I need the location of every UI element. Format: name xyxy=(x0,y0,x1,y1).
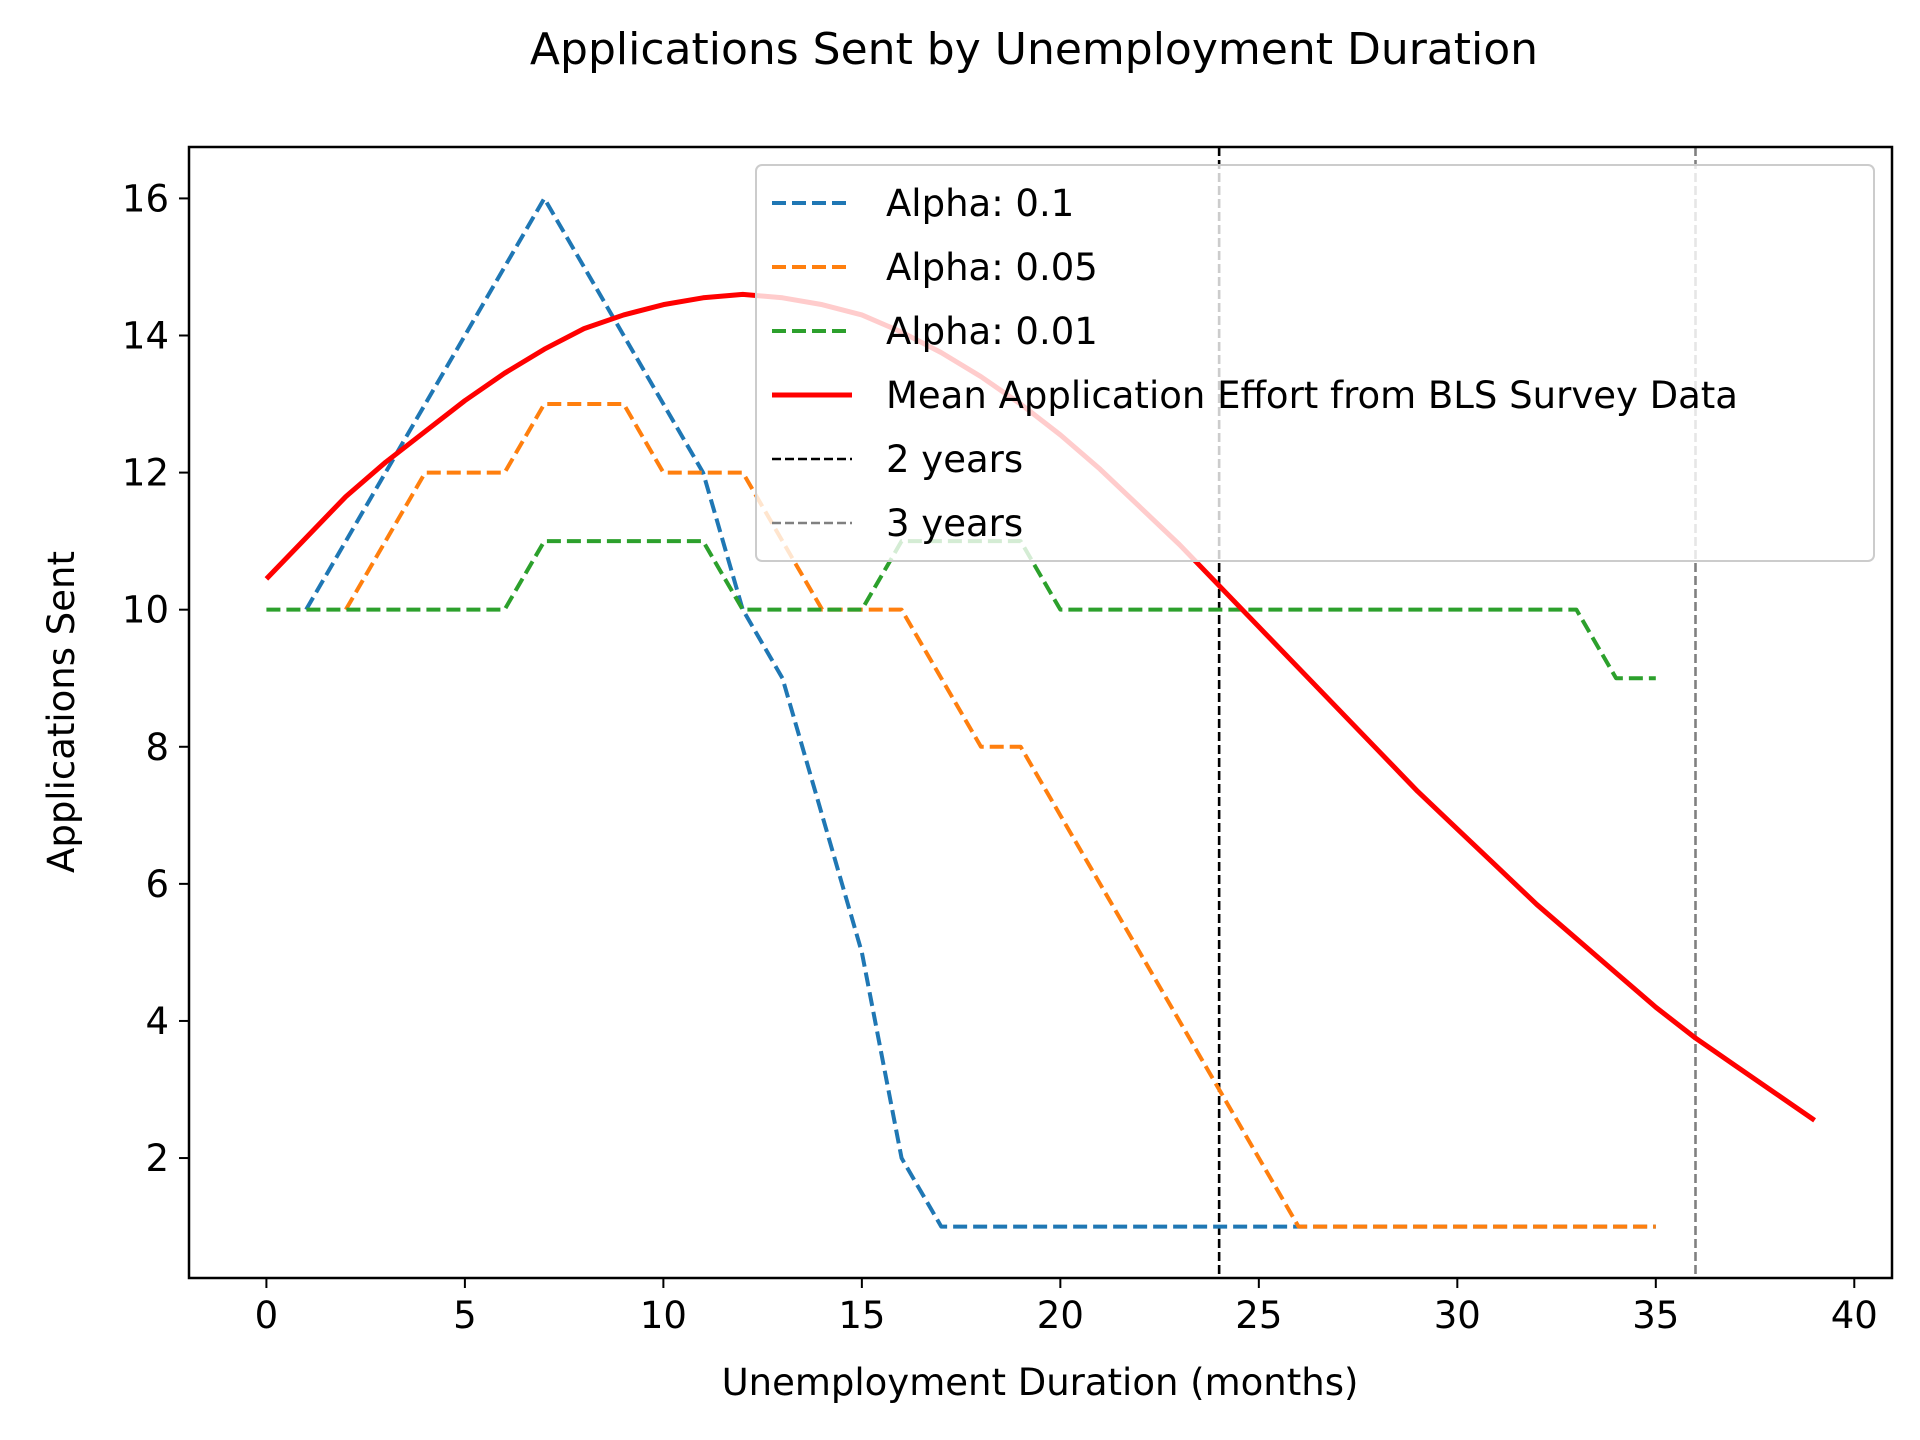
y-axis: 2 4 6 8 10 12 14 16 xyxy=(122,177,189,1180)
x-tick-label: 5 xyxy=(453,1294,477,1337)
x-axis: 0 5 10 15 20 25 30 35 40 xyxy=(255,1278,1878,1337)
plot-frame xyxy=(187,145,1894,1280)
y-tick-label: 6 xyxy=(145,863,169,906)
x-tick-label: 10 xyxy=(640,1294,687,1337)
x-tick-label: 15 xyxy=(838,1294,885,1337)
legend-label-alpha-0-01: Alpha: 0.01 xyxy=(886,310,1098,353)
legend-label-3-years: 3 years xyxy=(886,502,1023,545)
legend-label-2-years: 2 years xyxy=(886,438,1023,481)
y-tick-label: 2 xyxy=(145,1137,169,1180)
y-tick-label: 12 xyxy=(122,452,169,495)
chart-title: Applications Sent by Unemployment Durati… xyxy=(530,24,1538,75)
x-tick-label: 20 xyxy=(1037,1294,1084,1337)
legend-label-mean-application-effort-from-bls-survey-data: Mean Application Effort from BLS Survey … xyxy=(886,374,1738,417)
series-line-alpha-0-05 xyxy=(344,402,1656,1229)
legend: Alpha: 0.1 Alpha: 0.05 Alpha: 0.01 Mean App… xyxy=(755,164,1875,562)
legend-label-alpha-0-1: Alpha: 0.1 xyxy=(886,182,1074,225)
y-tick-label: 8 xyxy=(145,726,169,769)
y-axis-label: Applications Sent xyxy=(40,551,83,873)
x-axis-label: Unemployment Duration (months) xyxy=(722,1361,1359,1404)
series-line-alpha-0-1 xyxy=(304,196,1656,1229)
y-tick-label: 4 xyxy=(145,1000,169,1043)
x-tick-label: 30 xyxy=(1434,1294,1481,1337)
x-tick-label: 25 xyxy=(1235,1294,1282,1337)
y-tick-label: 16 xyxy=(122,177,169,220)
legend-label-alpha-0-05: Alpha: 0.05 xyxy=(886,246,1098,289)
y-tick-label: 14 xyxy=(122,315,169,358)
x-tick-label: 40 xyxy=(1831,1294,1878,1337)
legend-box xyxy=(755,164,1875,562)
x-tick-label: 0 xyxy=(255,1294,279,1337)
y-tick-label: 10 xyxy=(122,589,169,632)
x-tick-label: 35 xyxy=(1632,1294,1679,1337)
